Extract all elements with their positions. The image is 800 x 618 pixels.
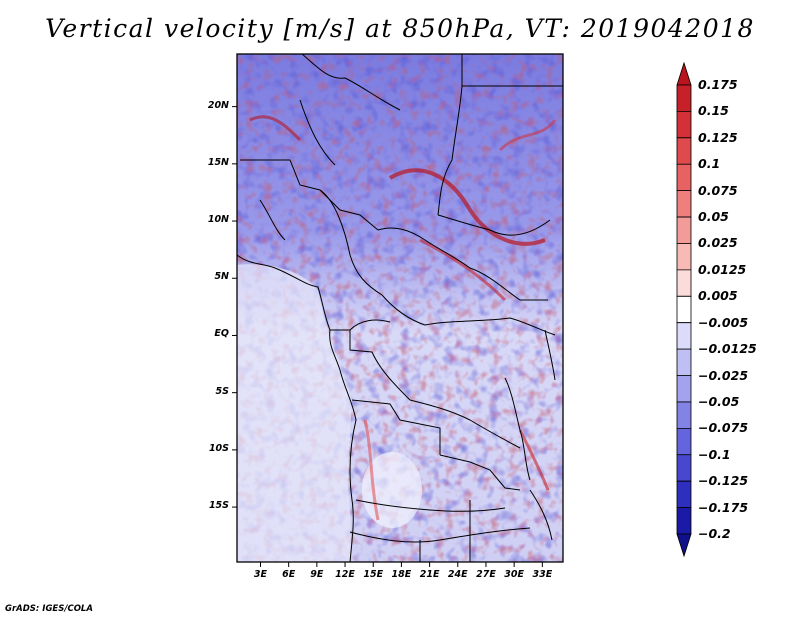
colorbar-label: 0.175 [698,77,738,92]
colorbar-label: 0.005 [698,288,738,304]
colorbar-label: 0.0125 [698,261,747,277]
lat-label: 15S [208,500,229,512]
colorbar-segment [676,163,692,192]
colorbar-label: −0.175 [698,499,749,515]
lat-label: 20N [207,99,229,111]
lon-label: 21E [419,569,440,580]
lon-ticks [259,562,543,567]
map-frame [236,53,564,563]
colorbar-label: −0.0125 [698,341,757,357]
lon-label: 30E [504,569,524,580]
colorbar-label: 0.075 [698,182,738,198]
colorbar-label: −0.1 [698,446,731,462]
colorbar-segment [676,533,692,558]
colorbar-segment [676,137,692,165]
lon-label: 18E [391,569,412,580]
lon-label: 3E [253,569,268,580]
lat-ticks [232,106,237,508]
colorbar-segment [676,295,692,324]
lat-label: 5S [215,385,229,397]
colorbar-label: 0.125 [698,129,738,145]
lon-label: 33E [532,569,553,580]
colorbar-segment [676,454,692,482]
colorbar-label: 0.1 [698,156,721,172]
colorbar-segment [676,61,692,86]
colorbar-segment [676,322,692,350]
lon-label: 6E [282,569,296,580]
colorbar-label: −0.05 [698,393,740,409]
colorbar-segment [676,84,692,112]
colorbar-segment [676,480,692,508]
colorbar-label: 0.05 [698,209,729,225]
lat-label: EQ [214,328,229,340]
colorbar-segment [676,507,692,535]
lat-label: 5N [214,271,229,283]
colorbar-segment [676,216,692,244]
colorbar-segment [676,269,692,297]
grads-credit: GrADS: IGES/COLA [5,604,93,614]
colorbar-segment [676,348,692,376]
lon-label: 12E [335,569,355,580]
colorbar-label: −0.125 [698,473,749,489]
colorbar-segment [676,190,692,218]
colorbar-label: −0.075 [698,420,749,436]
colorbar [676,61,692,558]
lat-label: 10N [207,214,229,226]
colorbar-label: −0.2 [698,526,731,541]
lon-label: 27E [476,569,496,580]
map-title: Vertical velocity [m/s] at 850hPa, VT: 2… [45,14,755,43]
colorbar-label: −0.025 [698,367,749,383]
colorbar-segment [676,375,692,403]
colorbar-segment [676,111,692,139]
colorbar-label: −0.005 [698,314,749,330]
colorbar-label: 0.15 [698,103,729,119]
colorbar-segment [676,401,692,429]
colorbar-segment [676,243,692,271]
velocity-field [237,54,563,562]
lon-label: 15E [363,569,384,580]
lon-label: 24E [447,569,468,580]
lat-label: 10S [208,442,229,454]
colorbar-segment [676,427,692,456]
lon-label: 9E [310,569,324,580]
lat-label: 15N [207,156,229,168]
colorbar-label: 0.025 [698,235,738,251]
